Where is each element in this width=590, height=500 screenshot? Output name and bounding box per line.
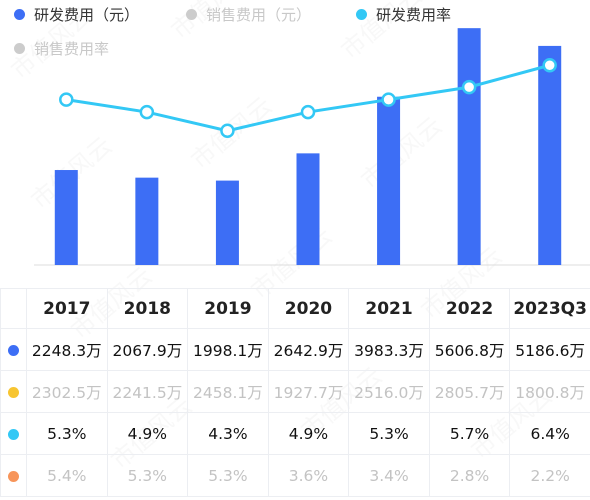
table-cell: 2302.5万	[26, 370, 108, 413]
table-cell: 3983.3万	[348, 328, 430, 371]
point-rd-rate[interactable]	[542, 58, 557, 73]
table-header-row: 2017 2018 2019 2020 2021 2022 2023Q3	[0, 288, 590, 329]
row-color-dot	[8, 344, 19, 356]
bar-rd-expense[interactable]	[215, 180, 239, 265]
legend-swatch	[14, 9, 25, 20]
table-cell: 6.4%	[509, 412, 590, 455]
table-cell: 5.3%	[348, 412, 430, 455]
row-color-dot	[8, 428, 19, 440]
table-cell: 5.4%	[26, 454, 108, 497]
bar-rd-expense[interactable]	[538, 45, 562, 266]
point-rd-rate[interactable]	[300, 104, 316, 120]
point-rd-rate[interactable]	[461, 79, 477, 95]
table-cell: 3.4%	[348, 454, 430, 497]
table-cell: 2241.5万	[106, 370, 189, 413]
table-cell: 4.3%	[187, 412, 269, 455]
point-rd-rate[interactable]	[381, 92, 396, 107]
legend-swatch	[356, 9, 367, 20]
table-cell: 5.3%	[26, 412, 108, 455]
table-header-cell: 2022	[428, 288, 511, 329]
table-row: 5.3% 4.9% 4.3% 4.9% 5.3% 5.7% 6.4%	[0, 412, 590, 455]
legend-label: 销售费用（元）	[206, 6, 312, 24]
chart-legend: 研发费用（元） 销售费用（元） 研发费用率销售费用率	[0, 0, 590, 62]
table-header-cell: 2021	[348, 288, 430, 329]
table-cell: 2.8%	[428, 454, 511, 497]
table-cell: 2.2%	[509, 454, 590, 497]
table-cell: 1927.7万	[267, 370, 350, 413]
table-row: 2248.3万 2067.9万 1998.1万 2642.9万 3983.3万 5606.…	[0, 328, 590, 371]
table-cell: 5606.8万	[428, 328, 511, 371]
table-header-cell: 2020	[267, 288, 350, 329]
legend-item[interactable]: 研发费用率	[356, 4, 451, 25]
legend-label: 研发费用率	[376, 6, 452, 24]
table-header-cell: 2018	[106, 288, 189, 329]
table-cell: 4.9%	[106, 412, 189, 455]
table-cell: 5186.6万	[509, 328, 590, 371]
row-color-dot	[8, 386, 19, 398]
table-cell: 2805.7万	[428, 370, 511, 413]
row-marker-cell	[0, 454, 27, 497]
table-row: 5.4% 5.3% 5.3% 3.6% 3.4% 2.8% 2.2%	[0, 454, 590, 497]
table-header-cell: 2023Q3	[509, 288, 590, 329]
point-rd-rate[interactable]	[220, 123, 235, 139]
table-cell: 5.3%	[106, 454, 189, 497]
bar-rd-expense[interactable]	[377, 96, 401, 265]
table-cell: 1800.8万	[509, 370, 590, 413]
table-row: 2302.5万 2241.5万 2458.1万 1927.7万 2516.0万 2805.…	[0, 370, 590, 413]
legend-item[interactable]: 销售费用率	[14, 38, 109, 59]
legend-label: 销售费用率	[34, 40, 110, 58]
table-header-cell: 2017	[26, 288, 108, 329]
row-marker-cell	[0, 328, 27, 371]
table-cell: 4.9%	[267, 412, 350, 455]
legend-swatch	[186, 9, 197, 20]
row-marker-cell	[0, 412, 27, 455]
legend-item[interactable]: 销售费用（元）	[186, 4, 311, 25]
row-color-dot	[8, 470, 19, 482]
table-header-cell: 2019	[187, 288, 269, 329]
legend-label: 研发费用（元）	[34, 6, 140, 24]
table-cell: 5.3%	[187, 454, 269, 497]
bar-rd-expense[interactable]	[457, 28, 481, 265]
table-cell: 2458.1万	[187, 370, 269, 413]
table-cell: 2248.3万	[26, 328, 108, 371]
header-corner	[0, 288, 27, 329]
table-cell: 2516.0万	[348, 370, 430, 413]
chart-plot	[34, 28, 590, 266]
point-rd-rate[interactable]	[59, 92, 74, 107]
table-cell: 5.7%	[428, 412, 511, 455]
table-cell: 1998.1万	[187, 328, 269, 371]
table-cell: 2642.9万	[267, 328, 350, 371]
table-cell: 2067.9万	[106, 328, 189, 371]
data-table: 2017 2018 2019 2020 2021 2022 2023Q3 2248.3万 20…	[0, 288, 590, 497]
point-rd-rate[interactable]	[139, 104, 155, 120]
bar-rd-expense[interactable]	[54, 170, 78, 265]
legend-item[interactable]: 研发费用（元）	[14, 4, 139, 25]
bar-rd-expense[interactable]	[296, 153, 320, 265]
legend-swatch	[14, 43, 25, 54]
bar-rd-expense[interactable]	[135, 177, 159, 265]
table-cell: 3.6%	[267, 454, 350, 497]
row-marker-cell	[0, 370, 27, 413]
